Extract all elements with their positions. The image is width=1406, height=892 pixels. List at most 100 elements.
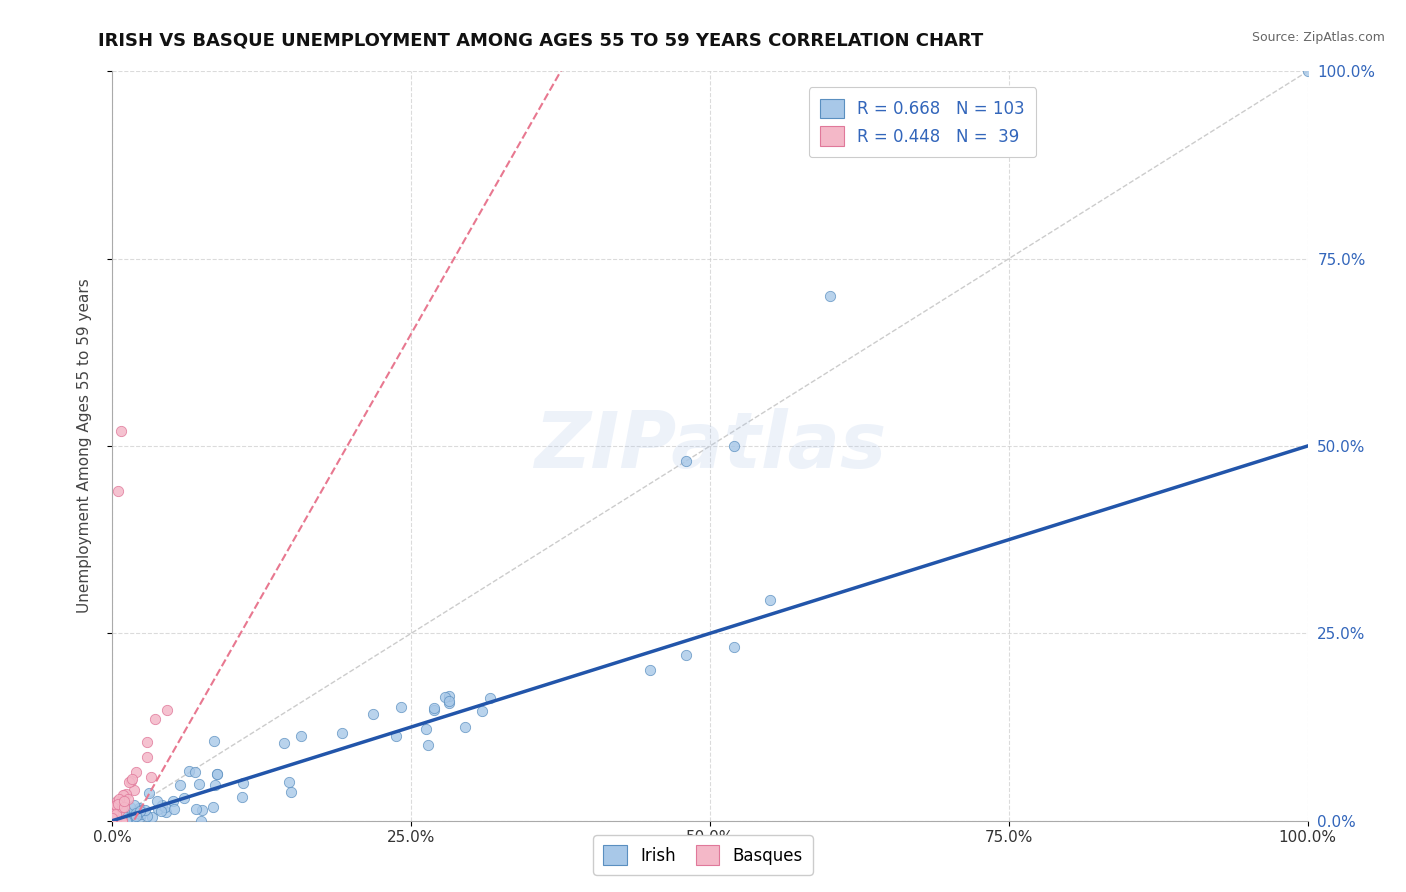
Point [110, 809, 132, 823]
Point [128, 810, 150, 824]
Point [112, 810, 135, 824]
Y-axis label: Unemployment Among Ages 55 to 59 years: Unemployment Among Ages 55 to 59 years [77, 278, 91, 614]
Point [112, 796, 135, 810]
Point [105, 807, 128, 822]
Point [134, 803, 156, 817]
Point [437, 697, 460, 711]
Point [415, 722, 437, 736]
Point [107, 804, 129, 818]
Point [103, 806, 125, 821]
Point [110, 424, 132, 438]
Point [759, 593, 782, 607]
Point [111, 804, 134, 818]
Point [422, 702, 444, 716]
Point [105, 812, 128, 826]
Point [280, 785, 302, 799]
Point [141, 809, 163, 823]
Point [389, 700, 412, 714]
Point [103, 812, 125, 826]
Point [818, 289, 841, 303]
Point [191, 803, 214, 817]
Point [121, 772, 143, 786]
Point [128, 801, 150, 815]
Point [104, 807, 127, 822]
Point [150, 797, 173, 812]
Point [104, 814, 127, 828]
Point [108, 804, 131, 818]
Point [112, 805, 135, 819]
Point [363, 706, 385, 721]
Point [103, 814, 125, 828]
Point [101, 813, 124, 827]
Point [111, 793, 134, 807]
Point [110, 794, 132, 808]
Point [111, 805, 134, 820]
Point [114, 814, 136, 828]
Point [177, 764, 200, 778]
Point [108, 814, 131, 828]
Point [135, 808, 157, 822]
Point [118, 809, 141, 823]
Point [232, 775, 254, 789]
Point [105, 803, 128, 817]
Point [104, 812, 127, 826]
Point [122, 811, 145, 825]
Point [104, 813, 127, 827]
Point [124, 798, 146, 813]
Point [103, 814, 125, 828]
Point [108, 792, 131, 806]
Point [105, 794, 128, 808]
Point [186, 802, 208, 816]
Point [675, 454, 697, 468]
Point [122, 782, 145, 797]
Point [723, 640, 745, 654]
Point [108, 807, 131, 822]
Point [107, 814, 129, 828]
Legend: Irish, Basques: Irish, Basques [593, 836, 813, 875]
Point [114, 794, 135, 808]
Point [112, 788, 135, 802]
Point [101, 811, 124, 825]
Point [107, 814, 129, 828]
Point [118, 775, 141, 789]
Point [135, 734, 157, 748]
Point [112, 809, 135, 823]
Point [277, 774, 299, 789]
Point [111, 808, 134, 822]
Point [149, 804, 172, 818]
Point [103, 814, 125, 828]
Point [184, 765, 207, 780]
Point [112, 788, 135, 802]
Point [202, 734, 225, 748]
Point [122, 806, 145, 821]
Point [103, 807, 125, 822]
Point [471, 704, 494, 718]
Point [479, 690, 502, 705]
Point [103, 805, 125, 820]
Point [112, 805, 135, 819]
Point [675, 648, 697, 662]
Point [640, 663, 662, 677]
Point [187, 777, 209, 791]
Point [107, 806, 129, 821]
Point [110, 814, 132, 828]
Point [145, 712, 167, 726]
Point [125, 806, 148, 821]
Point [107, 797, 129, 812]
Point [416, 738, 439, 752]
Point [103, 800, 125, 814]
Text: IRISH VS BASQUE UNEMPLOYMENT AMONG AGES 55 TO 59 YEARS CORRELATION CHART: IRISH VS BASQUE UNEMPLOYMENT AMONG AGES … [98, 31, 984, 49]
Point [115, 814, 138, 828]
Point [204, 778, 226, 792]
Point [330, 726, 353, 740]
Point [190, 814, 212, 828]
Point [125, 765, 148, 780]
Point [103, 803, 125, 817]
Point [107, 483, 129, 498]
Text: ZIPatlas: ZIPatlas [534, 408, 886, 484]
Point [129, 802, 152, 816]
Point [110, 814, 132, 828]
Point [111, 800, 134, 814]
Point [162, 794, 184, 808]
Point [453, 720, 475, 734]
